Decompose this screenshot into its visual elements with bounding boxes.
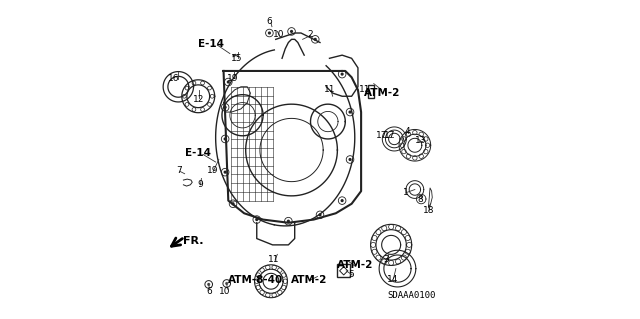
Text: SDAAA0100: SDAAA0100 — [387, 291, 436, 300]
Text: 1: 1 — [403, 188, 408, 197]
Circle shape — [314, 38, 317, 41]
Text: 12: 12 — [193, 95, 204, 104]
Text: 10: 10 — [273, 30, 285, 39]
Text: E-14: E-14 — [185, 148, 211, 158]
Text: 11: 11 — [324, 85, 335, 94]
Circle shape — [232, 202, 235, 205]
Text: 11: 11 — [268, 255, 280, 263]
Text: 16: 16 — [168, 74, 180, 83]
Text: ATM-2: ATM-2 — [291, 275, 327, 285]
Text: 17: 17 — [384, 131, 396, 140]
Text: 3: 3 — [383, 255, 389, 263]
Circle shape — [290, 30, 293, 33]
FancyBboxPatch shape — [337, 264, 350, 278]
Text: 19: 19 — [227, 74, 239, 83]
Text: 19: 19 — [207, 166, 218, 175]
FancyBboxPatch shape — [369, 85, 374, 98]
Circle shape — [340, 199, 344, 202]
Text: 5: 5 — [349, 271, 355, 279]
Circle shape — [223, 171, 227, 174]
Circle shape — [223, 106, 227, 109]
Text: 18: 18 — [422, 206, 434, 215]
Text: 14: 14 — [387, 275, 399, 284]
Text: 15: 15 — [231, 54, 243, 63]
Circle shape — [268, 32, 271, 34]
Circle shape — [227, 80, 230, 84]
Text: 6: 6 — [266, 18, 272, 26]
Circle shape — [287, 219, 290, 223]
Text: ATM-2: ATM-2 — [364, 88, 400, 98]
Circle shape — [348, 158, 351, 161]
Text: E-14: E-14 — [198, 39, 224, 49]
Text: 13: 13 — [415, 136, 427, 145]
Text: FR.: FR. — [184, 236, 204, 246]
Circle shape — [255, 218, 259, 221]
Text: 11: 11 — [358, 85, 370, 94]
Text: 8: 8 — [418, 195, 424, 204]
Text: 4: 4 — [404, 127, 410, 136]
Circle shape — [225, 282, 228, 285]
Circle shape — [348, 110, 351, 114]
Circle shape — [207, 283, 211, 286]
Text: 7: 7 — [177, 166, 182, 175]
Text: ATM-8-40: ATM-8-40 — [228, 275, 283, 285]
Text: ATM-2: ATM-2 — [337, 260, 373, 271]
Circle shape — [340, 72, 344, 76]
Text: 9: 9 — [197, 180, 203, 189]
Text: 17: 17 — [376, 131, 387, 140]
Text: 10: 10 — [220, 287, 231, 296]
Text: 2: 2 — [308, 30, 314, 39]
Text: 6: 6 — [207, 287, 212, 296]
Circle shape — [223, 137, 227, 141]
Circle shape — [319, 213, 321, 216]
